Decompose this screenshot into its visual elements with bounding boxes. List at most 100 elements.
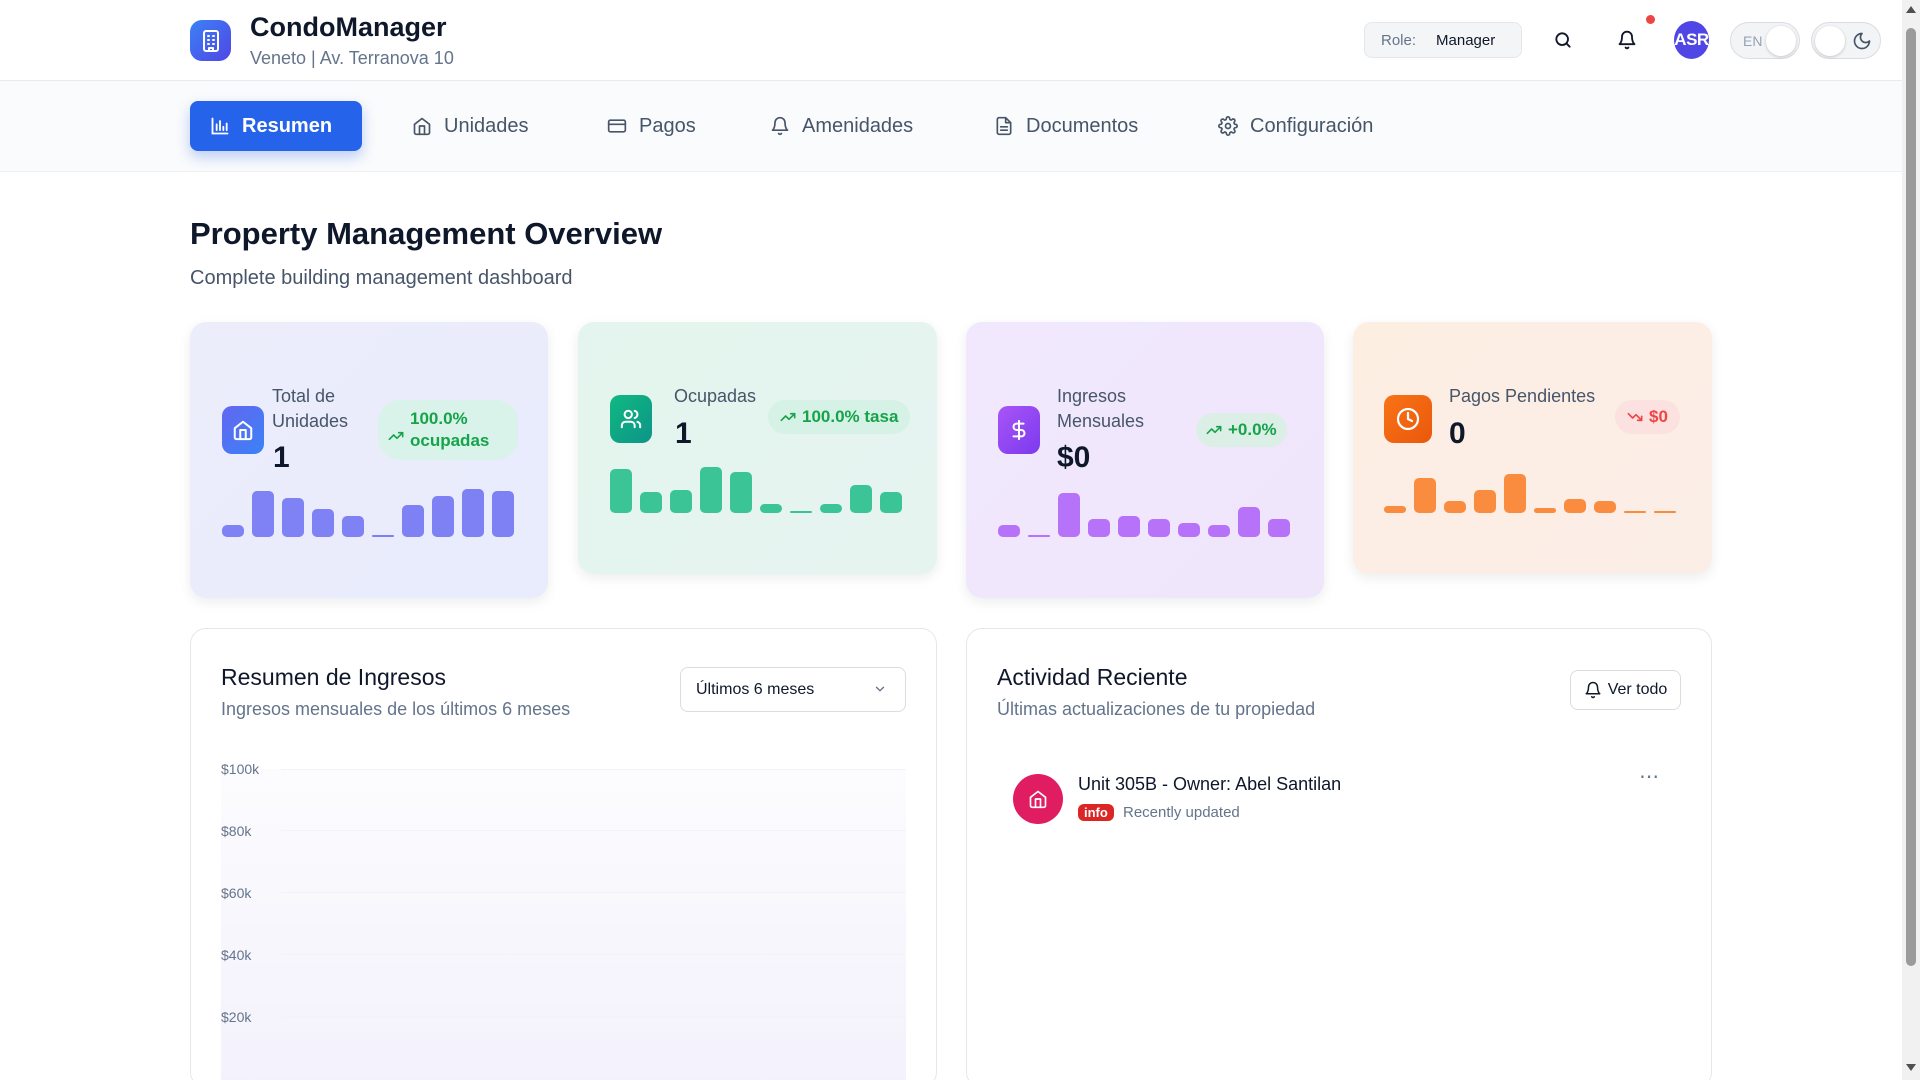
sparkline-bar [1268,519,1290,537]
badge-line: ocupadas [410,431,490,450]
badge-text: +0.0% [1228,420,1277,439]
tab-pagos[interactable]: Pagos [607,101,696,151]
sparkline-bar [880,492,902,513]
theme-toggle[interactable] [1811,22,1881,59]
sparkline-bar [820,504,842,513]
search-icon[interactable] [1547,24,1579,56]
sparkline-bar [670,490,692,513]
stat-value: 1 [675,417,692,450]
language-toggle[interactable]: EN [1730,22,1800,59]
credit-card-icon [607,116,627,136]
toggle-knob [1815,26,1845,56]
sparkline-bar [282,498,304,537]
activity-item[interactable]: Unit 305B - Owner: Abel Santilan info Re… [1013,766,1659,834]
view-all-button[interactable]: Ver todo [1570,670,1681,710]
period-select[interactable]: Últimos 6 meses [680,667,906,712]
stat-card-pending-payments[interactable]: Pagos Pendientes 0 $0 [1353,322,1712,574]
stat-label-line: Mensuales [1057,411,1145,431]
grid-line [281,769,906,770]
sparkline-bar [1624,511,1646,513]
activity-title: Actividad Reciente [997,664,1188,690]
stat-label-line: Unidades [272,411,349,431]
badge-text: $0 [1649,407,1668,426]
stat-card-monthly-income[interactable]: Ingresos Mensuales $0 +0.0% [966,322,1324,598]
revenue-title: Resumen de Ingresos [221,664,447,690]
clock-icon [1384,395,1432,443]
stat-card-occupied[interactable]: Ocupadas 1 100.0% tasa [578,322,937,574]
sparkline-bar [1178,523,1200,537]
stat-card-total-units[interactable]: Total de Unidades 1 100.0% ocupadas [190,322,548,598]
sparkline [998,477,1290,537]
tab-label: Documentos [1026,114,1139,137]
bell-icon [1584,681,1602,699]
activity-badge: info [1078,804,1114,821]
chart-icon [210,116,230,136]
bell-icon[interactable] [1611,24,1643,56]
sparkline-bar [342,516,364,537]
scroll-thumb[interactable] [1906,28,1916,966]
scrollbar[interactable] [1902,0,1920,1080]
stat-value: 0 [1449,417,1466,450]
stat-badge: 100.0% tasa [768,400,911,434]
app-title: CondoManager [250,12,447,42]
moon-icon [1852,31,1872,56]
tab-unidades[interactable]: Unidades [412,101,529,151]
scroll-down-arrow[interactable] [1906,1064,1916,1071]
chevron-down-icon [873,682,887,701]
sparkline-bar [640,492,662,513]
role-selector[interactable]: Role: Manager [1364,22,1522,58]
tab-label: Unidades [444,114,529,137]
building-logo-icon[interactable] [190,20,231,61]
sparkline-bar [1594,501,1616,513]
y-tick-label: $40k [221,947,252,963]
sparkline-bar [1504,474,1526,513]
more-icon[interactable]: ⋯ [1639,766,1660,788]
grid-line [281,1016,906,1017]
role-label: Role: [1381,31,1417,49]
scroll-up-arrow[interactable] [1906,6,1916,13]
avatar[interactable]: ASR [1674,21,1709,59]
tab-resumen[interactable]: Resumen [190,101,363,151]
sparkline-bar [1534,508,1556,513]
tab-label: Configuración [1250,114,1374,137]
home-icon [412,116,432,136]
tab-documentos[interactable]: Documentos [994,101,1138,151]
top-header: CondoManager Veneto | Av. Terranova 10 R… [0,0,1902,81]
stat-badge: 100.0% ocupadas [378,400,518,460]
stat-value: 1 [273,441,290,474]
revenue-subtitle: Ingresos mensuales de los últimos 6 mese… [221,699,571,719]
sparkline [222,477,514,537]
sparkline-bar [790,511,812,513]
view-all-label: Ver todo [1607,681,1668,698]
period-value: Últimos 6 meses [696,680,815,698]
activity-panel: Actividad Reciente Últimas actualizacion… [966,628,1712,1080]
sparkline-bar [998,525,1020,537]
bell-icon [770,116,790,136]
tab-configuracion[interactable]: Configuración [1218,101,1373,151]
sparkline-bar [432,496,454,537]
stat-label: Ocupadas [674,386,757,406]
trending-up-icon [1206,422,1222,438]
sparkline-bar [252,491,274,537]
sparkline-bar [1148,519,1170,537]
home-icon [222,406,264,454]
badge-line: 100.0% [410,409,468,428]
activity-subtitle: Últimas actualizaciones de tu propiedad [997,699,1316,719]
tab-amenidades[interactable]: Amenidades [770,101,913,151]
y-tick-label: $80k [221,823,252,839]
y-tick-label: $100k [221,761,260,777]
grid-line [281,892,906,893]
sparkline-bar [700,467,722,513]
role-value: Manager [1436,31,1496,49]
tab-label: Resumen [242,114,333,137]
revenue-panel: Resumen de Ingresos Ingresos mensuales d… [190,628,937,1080]
grid-line [281,830,906,831]
sparkline-bar [1474,490,1496,513]
stat-label-line: Total de [272,386,336,406]
document-icon [994,116,1014,136]
activity-title-text: Unit 305B - Owner: Abel Santilan [1078,774,1342,794]
revenue-chart: $100k $80k $60k $40k $20k [221,759,906,1080]
sparkline-bar [1564,499,1586,513]
sparkline-bar [760,504,782,513]
language-label: EN [1743,33,1763,49]
